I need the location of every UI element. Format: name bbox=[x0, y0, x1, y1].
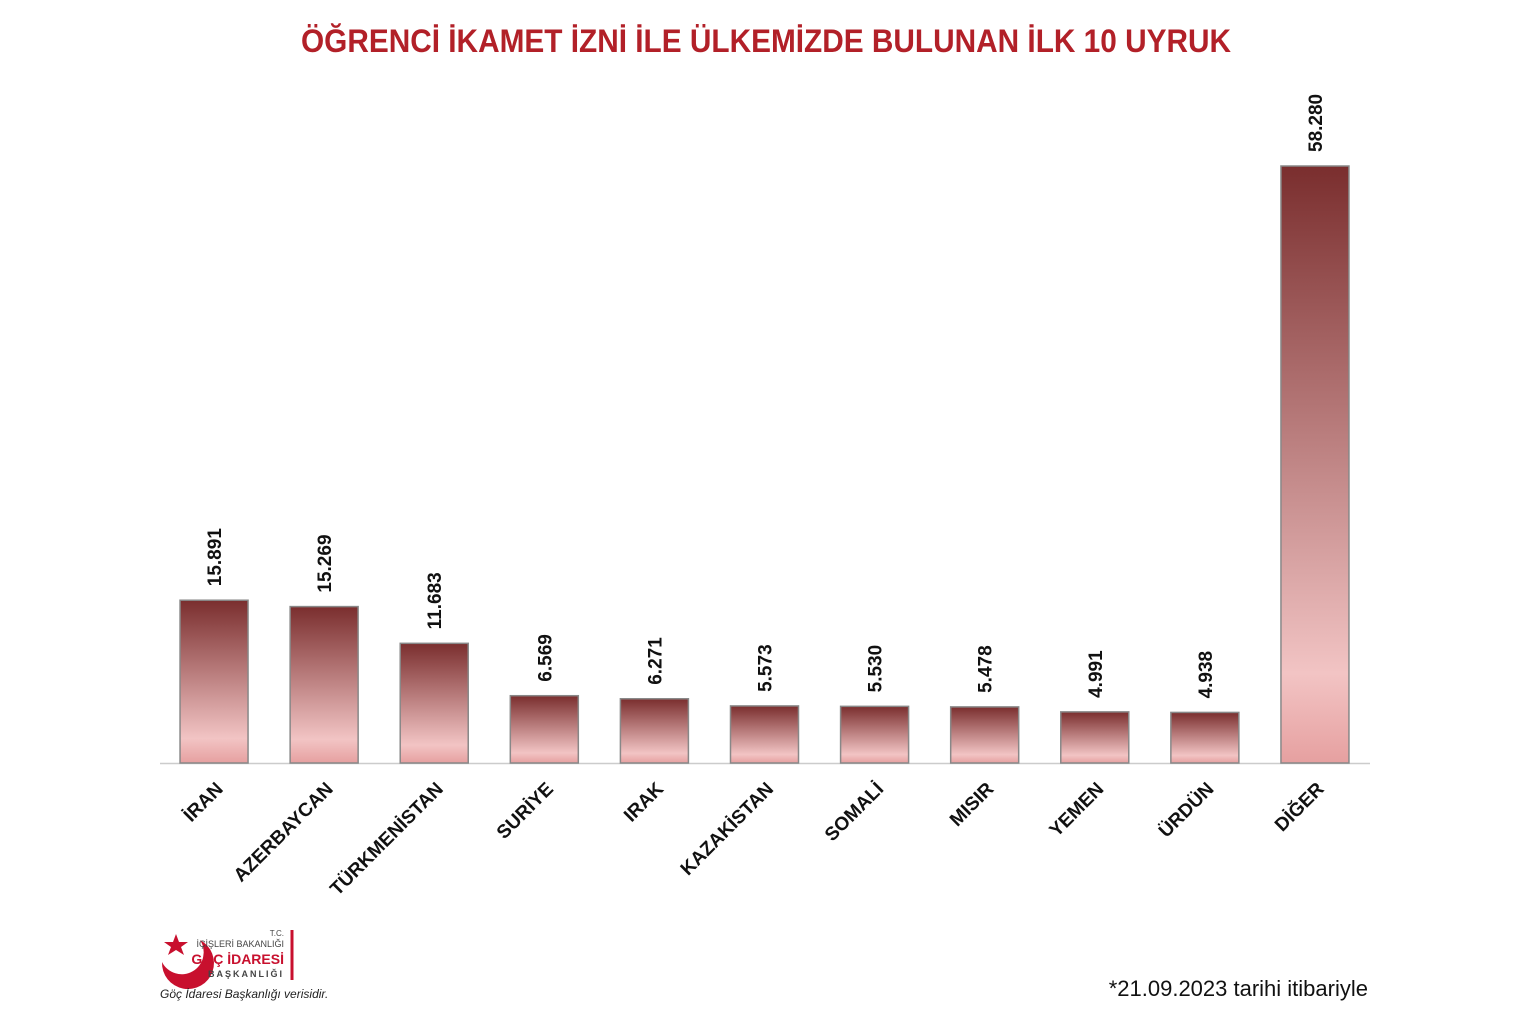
value-label: 15.891 bbox=[205, 528, 226, 587]
value-label: 5.573 bbox=[756, 644, 777, 692]
bar bbox=[729, 705, 800, 764]
source: Göç İdaresi Başkanlığı verisidir. bbox=[160, 987, 328, 1001]
bar bbox=[1280, 165, 1350, 764]
value-label: 6.569 bbox=[535, 634, 556, 682]
bar bbox=[949, 706, 1020, 764]
x-tick-label: İRAN bbox=[180, 779, 228, 827]
logo-text: BAŞKANLIĞI bbox=[208, 968, 284, 979]
bar bbox=[399, 642, 469, 764]
x-tick-label: SOMALİ bbox=[821, 779, 888, 846]
note: *21.09.2023 tarihi itibariyle bbox=[1109, 976, 1368, 1001]
logo-text: İÇİŞLERİ BAKANLIĞI bbox=[196, 939, 284, 949]
bar bbox=[839, 705, 910, 764]
value-label: 4.938 bbox=[1196, 651, 1217, 699]
x-tick-label: TÜRKMENİSTAN bbox=[326, 779, 447, 900]
x-tick-label: SURİYE bbox=[493, 779, 558, 844]
value-label: 15.269 bbox=[315, 534, 336, 592]
chart-title: ÖĞRENCİ İKAMET İZNİ İLE ÜLKEMİZDE BULUNA… bbox=[301, 23, 1231, 59]
logo-text: T.C. bbox=[270, 929, 284, 938]
bar bbox=[1060, 711, 1130, 764]
logo-text: GÖÇ İDARESİ bbox=[191, 951, 284, 967]
logo: T.C. İÇİŞLERİ BAKANLIĞI GÖÇ İDARESİ BAŞK… bbox=[161, 929, 294, 990]
bar bbox=[289, 605, 359, 764]
value-label: 4.991 bbox=[1086, 650, 1107, 698]
bar bbox=[509, 694, 580, 764]
x-tick-label: YEMEN bbox=[1046, 779, 1109, 842]
logo-crescent bbox=[161, 940, 214, 990]
x-tick-label: ÜRDÜN bbox=[1155, 779, 1218, 842]
value-label: 5.530 bbox=[866, 645, 887, 693]
logo-star bbox=[164, 934, 188, 955]
x-tick-label: MISIR bbox=[946, 778, 998, 830]
bar bbox=[179, 599, 249, 764]
x-tick-label: IRAK bbox=[620, 778, 668, 826]
value-label: 6.271 bbox=[645, 637, 666, 685]
value-label: 5.478 bbox=[976, 645, 997, 693]
x-tick-label: DİĞER bbox=[1270, 778, 1328, 836]
bar bbox=[619, 698, 690, 764]
x-tick-label: AZERBAYCAN bbox=[230, 779, 338, 887]
bar bbox=[1170, 711, 1240, 764]
value-label: 58.280 bbox=[1306, 94, 1327, 152]
value-label: 11.683 bbox=[425, 572, 446, 629]
x-tick-label: KAZAKİSTAN bbox=[677, 779, 778, 880]
